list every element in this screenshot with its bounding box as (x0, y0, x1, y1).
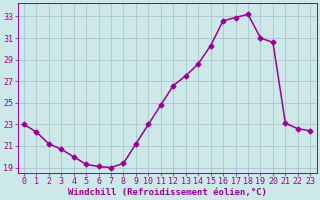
X-axis label: Windchill (Refroidissement éolien,°C): Windchill (Refroidissement éolien,°C) (68, 188, 267, 197)
